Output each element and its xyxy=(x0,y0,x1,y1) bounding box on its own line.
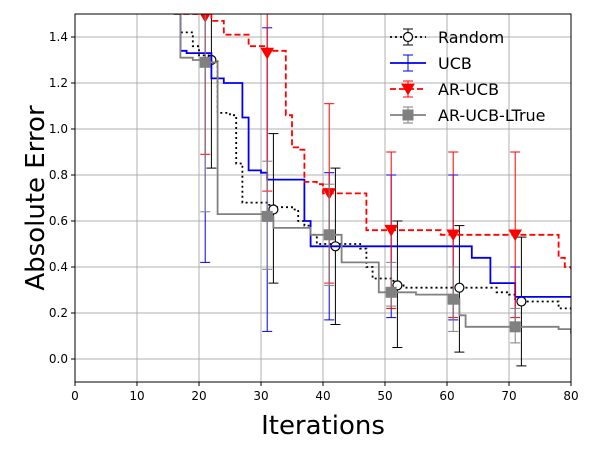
legend: Random UCB AR-UCB AR-UCB-LTrue xyxy=(390,28,546,125)
y-tick-label: 0.8 xyxy=(49,168,68,182)
legend-label: AR-UCB-LTrue xyxy=(438,106,546,125)
x-tick-label: 0 xyxy=(71,389,79,403)
legend-marker xyxy=(401,83,415,96)
grid xyxy=(74,14,572,382)
series-group xyxy=(174,14,571,367)
legend-entry: AR-UCB-LTrue xyxy=(390,106,546,125)
x-tick-label: 30 xyxy=(253,389,268,403)
axis-ticks: 0 10 20 30 40 50 60 70 80 0.0 0.2 0.4 0.6 0.8 1.0 1.2 1.… xyxy=(49,30,579,403)
series-line xyxy=(174,14,571,270)
x-tick-label: 10 xyxy=(129,389,144,403)
series-line xyxy=(174,14,571,334)
y-tick-label: 0.0 xyxy=(49,352,68,366)
x-tick-label: 70 xyxy=(501,389,516,403)
legend-label: Random xyxy=(438,28,504,47)
x-tick-label: 40 xyxy=(315,389,330,403)
data-point xyxy=(454,282,465,293)
y-tick-label: 0.2 xyxy=(49,306,68,320)
data-point xyxy=(384,224,399,237)
data-point xyxy=(385,286,397,298)
x-axis-title: Iterations xyxy=(261,411,385,441)
y-tick-label: 0.6 xyxy=(49,214,68,228)
y-tick-label: 1.0 xyxy=(49,122,68,136)
series-line xyxy=(174,14,571,298)
data-point xyxy=(447,293,459,305)
series-ucb xyxy=(174,14,571,332)
data-point xyxy=(323,229,335,241)
data-point xyxy=(508,229,523,242)
legend-marker xyxy=(402,31,414,43)
data-point xyxy=(261,210,273,222)
data-point xyxy=(509,321,521,333)
series-ar-ucb-ltrue xyxy=(174,14,571,344)
data-point xyxy=(260,47,275,60)
y-axis-title: Absolute Error xyxy=(21,105,51,291)
legend-marker xyxy=(402,109,414,121)
data-point xyxy=(199,56,211,68)
y-tick-label: 0.4 xyxy=(49,260,68,274)
data-point xyxy=(446,229,461,242)
y-tick-label: 1.2 xyxy=(49,76,68,90)
x-tick-label: 60 xyxy=(439,389,454,403)
legend-entry: UCB xyxy=(390,54,472,73)
x-tick-label: 50 xyxy=(377,389,392,403)
y-tick-label: 1.4 xyxy=(49,30,68,44)
legend-label: AR-UCB xyxy=(438,80,499,99)
series-line xyxy=(174,14,571,310)
data-point xyxy=(516,296,527,307)
legend-entry: AR-UCB xyxy=(390,80,499,99)
x-tick-label: 80 xyxy=(563,389,578,403)
x-tick-label: 20 xyxy=(191,389,206,403)
legend-label: UCB xyxy=(438,54,472,73)
legend-entry: Random xyxy=(390,28,504,47)
